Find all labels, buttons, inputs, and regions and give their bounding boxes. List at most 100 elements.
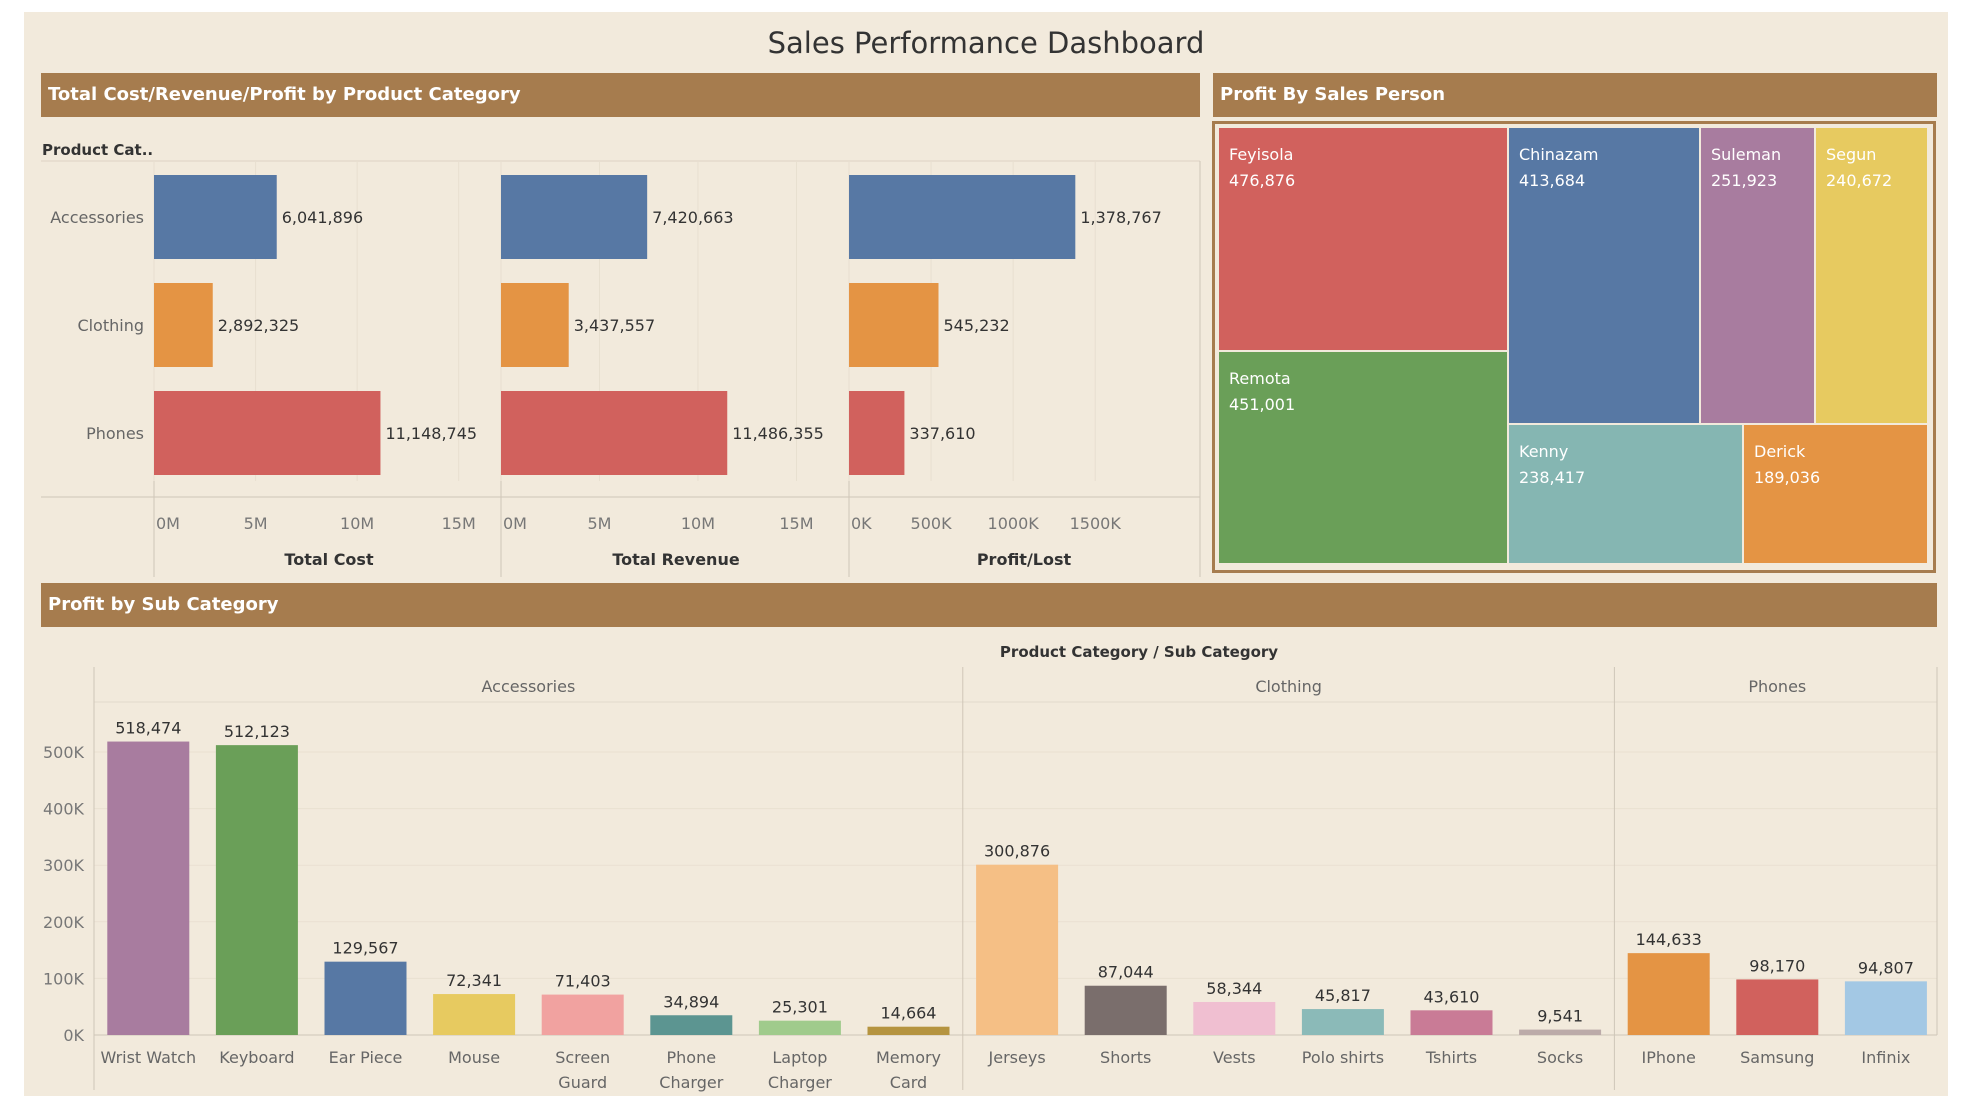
treemap-name: Chinazam — [1519, 145, 1599, 164]
bar-value-label: 6,041,896 — [282, 208, 363, 227]
bar-value-label: 9,541 — [1537, 1007, 1583, 1026]
treemap-cell: Remota 451,001 — [1218, 351, 1508, 564]
salesperson-section-header: Profit By Sales Person — [1213, 73, 1937, 117]
bar-value-label: 144,633 — [1636, 930, 1702, 949]
x-tick-label: Memory — [876, 1048, 941, 1067]
bar-value-label: 58,344 — [1206, 979, 1262, 998]
bar — [107, 741, 190, 1035]
bar-value-label: 43,610 — [1424, 987, 1480, 1006]
bar-value-label: 45,817 — [1315, 986, 1371, 1005]
treemap-cell: Chinazam 413,684 — [1508, 127, 1700, 424]
bar — [1410, 1010, 1493, 1035]
bar — [976, 864, 1059, 1035]
category-section-header: Total Cost/Revenue/Profit by Product Cat… — [41, 73, 1200, 117]
category-bar-charts: Product Cat.. Accessories Clothing Phones 0M… — [41, 141, 1201, 577]
category-label: Accessories — [50, 208, 144, 227]
x-tick-label: Vests — [1213, 1048, 1256, 1067]
subcategory-bar-chart: Product Category / Sub Category 0K 100K 200… — [43, 643, 1938, 1092]
x-axis-title: Profit/Lost — [977, 550, 1072, 569]
group-label: Clothing — [1255, 677, 1322, 696]
salesperson-treemap: Feyisola 476,876 Remota 451,001 Chinazam 413,… — [1212, 121, 1936, 573]
bar-value-label: 129,567 — [332, 939, 398, 958]
x-tick-label: 1000K — [988, 514, 1040, 533]
x-tick-label: 5M — [587, 514, 611, 533]
treemap-name: Derick — [1754, 442, 1806, 461]
bar — [867, 1026, 950, 1035]
x-tick-label: 0K — [851, 514, 872, 533]
y-tick-label: 400K — [43, 800, 85, 819]
treemap-value: 451,001 — [1229, 395, 1296, 414]
x-tick-label: Jerseys — [988, 1048, 1046, 1067]
bar-value-label: 87,044 — [1098, 963, 1154, 982]
y-tick-label: 300K — [43, 856, 85, 875]
bar-value-label: 11,486,355 — [732, 424, 824, 443]
x-tick-label: Keyboard — [219, 1048, 294, 1067]
bar — [849, 391, 905, 475]
bar-value-label: 71,403 — [555, 972, 611, 991]
bar — [1519, 1029, 1602, 1035]
x-tick-label: Laptop — [772, 1048, 827, 1067]
bar-value-label: 2,892,325 — [218, 316, 299, 335]
subcategory-section-header: Profit by Sub Category — [41, 583, 1937, 627]
bar — [215, 745, 298, 1035]
treemap-cell: Suleman 251,923 — [1700, 127, 1815, 424]
x-tick-label: 500K — [911, 514, 953, 533]
bar — [501, 175, 648, 259]
x-tick-label: 0M — [156, 514, 180, 533]
y-tick-label: 100K — [43, 969, 85, 988]
bar-value-label: 98,170 — [1749, 956, 1805, 975]
dashboard: Sales Performance Dashboard Total Cost/R… — [24, 12, 1948, 1096]
bar — [1736, 979, 1819, 1035]
bar-value-label: 518,474 — [115, 719, 181, 738]
chart-title: Product Category / Sub Category — [1000, 643, 1278, 661]
bar-value-label: 337,610 — [909, 424, 975, 443]
bar — [541, 994, 624, 1035]
x-tick-label: 15M — [442, 514, 476, 533]
treemap-name: Segun — [1826, 145, 1877, 164]
treemap-cell: Segun 240,672 — [1815, 127, 1928, 424]
x-tick-label: 5M — [244, 514, 268, 533]
y-tick-label: 200K — [43, 913, 85, 932]
bar-value-label: 11,148,745 — [385, 424, 477, 443]
x-tick-label: 10M — [681, 514, 715, 533]
bar — [650, 1015, 733, 1035]
treemap-name: Suleman — [1711, 145, 1782, 164]
bar — [849, 283, 939, 367]
bar — [433, 994, 516, 1035]
bar — [501, 391, 728, 475]
treemap-cell: Derick 189,036 — [1743, 424, 1928, 564]
treemap-value: 413,684 — [1519, 171, 1586, 190]
bar — [849, 175, 1076, 259]
treemap-value: 189,036 — [1754, 468, 1821, 487]
bar — [1084, 985, 1167, 1035]
bar-value-label: 72,341 — [446, 971, 502, 990]
bar — [154, 391, 381, 475]
bar-value-label: 14,664 — [881, 1004, 937, 1023]
group-label: Accessories — [482, 677, 576, 696]
bar-value-label: 1,378,767 — [1080, 208, 1161, 227]
x-tick-label: 1500K — [1070, 514, 1122, 533]
x-axis-title: Total Revenue — [612, 550, 740, 569]
treemap-value: 238,417 — [1519, 468, 1586, 487]
x-tick-label: Charger — [659, 1073, 723, 1092]
dashboard-title: Sales Performance Dashboard — [767, 26, 1205, 60]
x-tick-label: Card — [890, 1073, 927, 1092]
bar-value-label: 34,894 — [663, 992, 719, 1011]
x-axis-title: Total Cost — [284, 550, 374, 569]
bar — [154, 175, 277, 259]
x-tick-label: Mouse — [448, 1048, 500, 1067]
x-tick-label: 10M — [340, 514, 374, 533]
treemap-cell: Kenny 238,417 — [1508, 424, 1743, 564]
x-tick-label: Tshirts — [1425, 1048, 1477, 1067]
x-tick-label: Phone — [667, 1048, 717, 1067]
x-tick-label: 15M — [779, 514, 813, 533]
x-tick-label: IPhone — [1642, 1048, 1696, 1067]
treemap-value: 251,923 — [1711, 171, 1778, 190]
x-tick-label: Infinix — [1861, 1048, 1910, 1067]
x-tick-label: Charger — [768, 1073, 832, 1092]
bar — [1627, 953, 1710, 1035]
treemap-value: 240,672 — [1826, 171, 1893, 190]
bar-value-label: 94,807 — [1858, 958, 1914, 977]
row-header: Product Cat.. — [42, 141, 153, 159]
treemap-name: Remota — [1229, 369, 1291, 388]
